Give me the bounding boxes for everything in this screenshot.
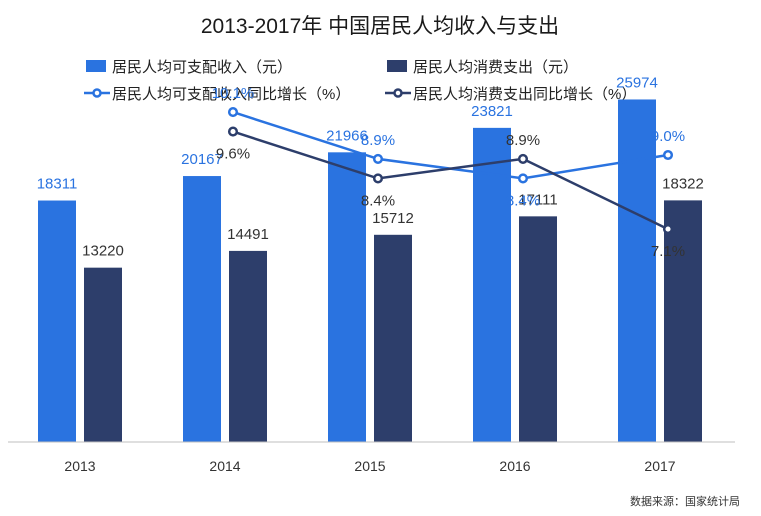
point-income-growth-2015 xyxy=(372,153,384,164)
bar-label-income-2017: 25974 xyxy=(616,74,658,91)
legend-marker-spending-growth xyxy=(393,88,403,98)
point-spending-growth-2016 xyxy=(517,153,529,164)
bar-label-income-2014: 20167 xyxy=(181,151,223,168)
bar-label-income-2016: 23821 xyxy=(471,103,513,120)
bar-income-2014 xyxy=(183,176,221,443)
line-spending-growth xyxy=(232,130,669,231)
point-label-income-growth-2014: 10.1% xyxy=(212,85,255,102)
bar-spending-2017 xyxy=(664,200,702,442)
bar-label-income-2013: 18311 xyxy=(37,176,78,193)
point-income-growth-2016 xyxy=(517,173,529,184)
point-label-spending-growth-2017: 7.1% xyxy=(651,243,685,260)
bar-spending-2015 xyxy=(374,234,412,442)
x-tick-2013: 2013 xyxy=(64,458,95,474)
point-label-spending-growth-2014: 9.6% xyxy=(216,146,250,163)
legend-label-spending: 居民人均消费支出（元） xyxy=(413,59,578,76)
point-label-income-growth-2017: 9.0% xyxy=(651,128,685,145)
x-tick-2014: 2014 xyxy=(209,458,240,474)
legend-swatch-income xyxy=(86,60,106,72)
x-tick-2017: 2017 xyxy=(644,458,675,474)
bar-spending-2014 xyxy=(229,250,267,442)
bar-group: 18311 20167 21966 23821 25974 13220 14491 15712… xyxy=(37,74,704,443)
bar-income-2013 xyxy=(38,200,76,442)
point-spending-growth-2015 xyxy=(372,173,384,184)
bar-spending-2016 xyxy=(519,216,557,442)
x-tick-2016: 2016 xyxy=(499,458,530,474)
point-income-growth-2014 xyxy=(227,107,239,118)
bar-spending-2013 xyxy=(84,267,122,442)
x-axis-ticks: 2013 2014 2015 2016 2017 xyxy=(64,458,675,474)
bar-income-2017 xyxy=(618,99,656,443)
legend-marker-income-growth xyxy=(92,88,102,98)
point-label-income-growth-2015: 8.9% xyxy=(361,132,395,149)
legend: 居民人均可支配收入（元） 居民人均消费支出（元） 居民人均可支配收入同比增长（%… xyxy=(84,59,636,103)
line-group: 10.1% 8.9% 8.4% 9.0% 9.6% 8.4% 8.9% 7.1% xyxy=(212,85,685,260)
bar-income-2015 xyxy=(328,152,366,443)
point-income-growth-2017 xyxy=(662,149,674,161)
bar-label-spending-2017: 18322 xyxy=(662,175,704,192)
source-note: 数据来源：国家统计局 xyxy=(630,494,740,508)
legend-swatch-spending xyxy=(387,60,407,72)
bar-label-spending-2015: 15712 xyxy=(372,210,414,227)
point-label-income-growth-2016: 8.4% xyxy=(506,192,540,209)
x-tick-2015: 2015 xyxy=(354,458,385,474)
point-spending-growth-2017 xyxy=(662,224,674,235)
bar-income-2016 xyxy=(473,127,511,442)
point-spending-growth-2014 xyxy=(227,126,239,137)
point-label-spending-growth-2016: 8.9% xyxy=(506,132,540,149)
bar-label-spending-2013: 13220 xyxy=(82,243,124,260)
point-label-spending-growth-2015: 8.4% xyxy=(361,192,395,209)
legend-label-income: 居民人均可支配收入（元） xyxy=(112,59,292,76)
legend-label-income-growth: 居民人均可支配收入同比增长（%） xyxy=(112,86,350,103)
bar-label-spending-2014: 14491 xyxy=(227,226,269,243)
bar-label-income-2015: 21966 xyxy=(326,127,368,144)
chart-title: 2013-2017年 中国居民人均收入与支出 xyxy=(201,15,559,38)
bar-label-spending-2016: 17111 xyxy=(518,191,558,208)
legend-label-spending-growth: 居民人均消费支出同比增长（%） xyxy=(413,86,636,103)
